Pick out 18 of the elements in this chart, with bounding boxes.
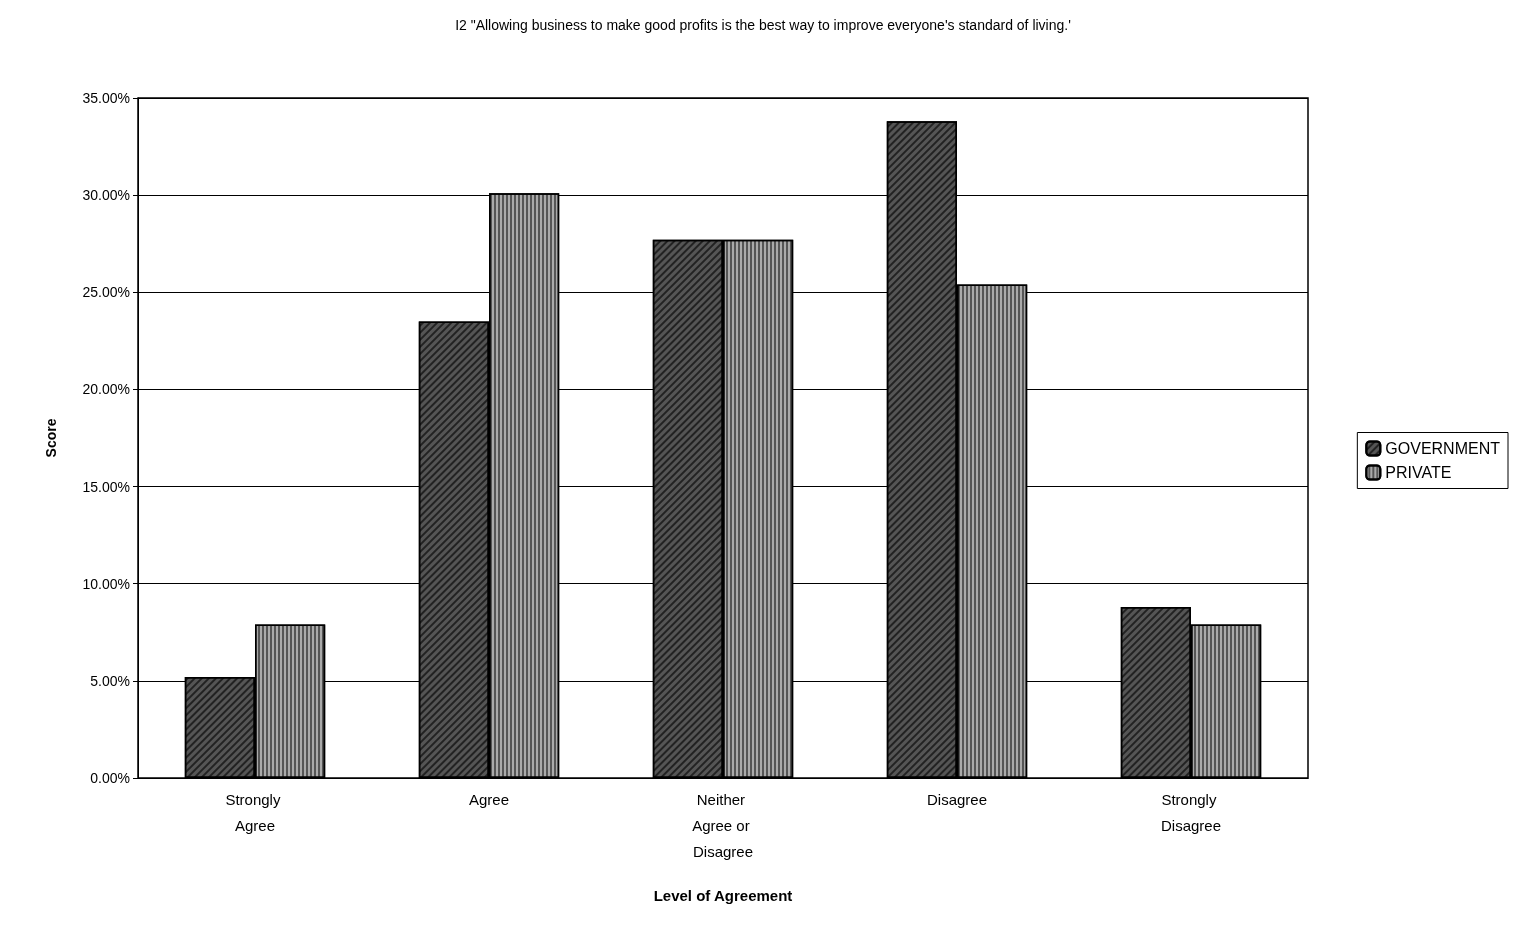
- x-tick-label: Agree: [468, 790, 510, 808]
- y-axis-title: Score: [43, 418, 59, 458]
- x-tick-label: Disagree: [926, 790, 988, 808]
- x-tick-label: Strongly Agree: [225, 790, 285, 834]
- x-axis-title: Level of Agreement: [653, 887, 793, 904]
- y-tick-label: 0.00%: [90, 770, 130, 786]
- y-tick-label: 5.00%: [90, 672, 130, 689]
- y-tick-label: 10.00%: [82, 575, 130, 592]
- y-tick-label: 25.00%: [82, 284, 130, 301]
- y-tick-label: 30.00%: [82, 187, 130, 204]
- chart-title: I2 "Allowing business to make good profits is the best way to improve everyone's standard of living.': [455, 17, 1071, 33]
- y-tick-label: 15.00%: [82, 478, 130, 495]
- legend-label: GOVERNMENT: [1385, 440, 1501, 457]
- y-tick-label: 35.00%: [82, 90, 130, 106]
- x-tick-label: Strongly Disagree: [1160, 790, 1222, 834]
- legend-label: PRIVATE: [1385, 464, 1452, 481]
- x-tick-label: Neither Agree or Disagree: [692, 790, 754, 860]
- y-tick-label: 20.00%: [82, 381, 130, 398]
